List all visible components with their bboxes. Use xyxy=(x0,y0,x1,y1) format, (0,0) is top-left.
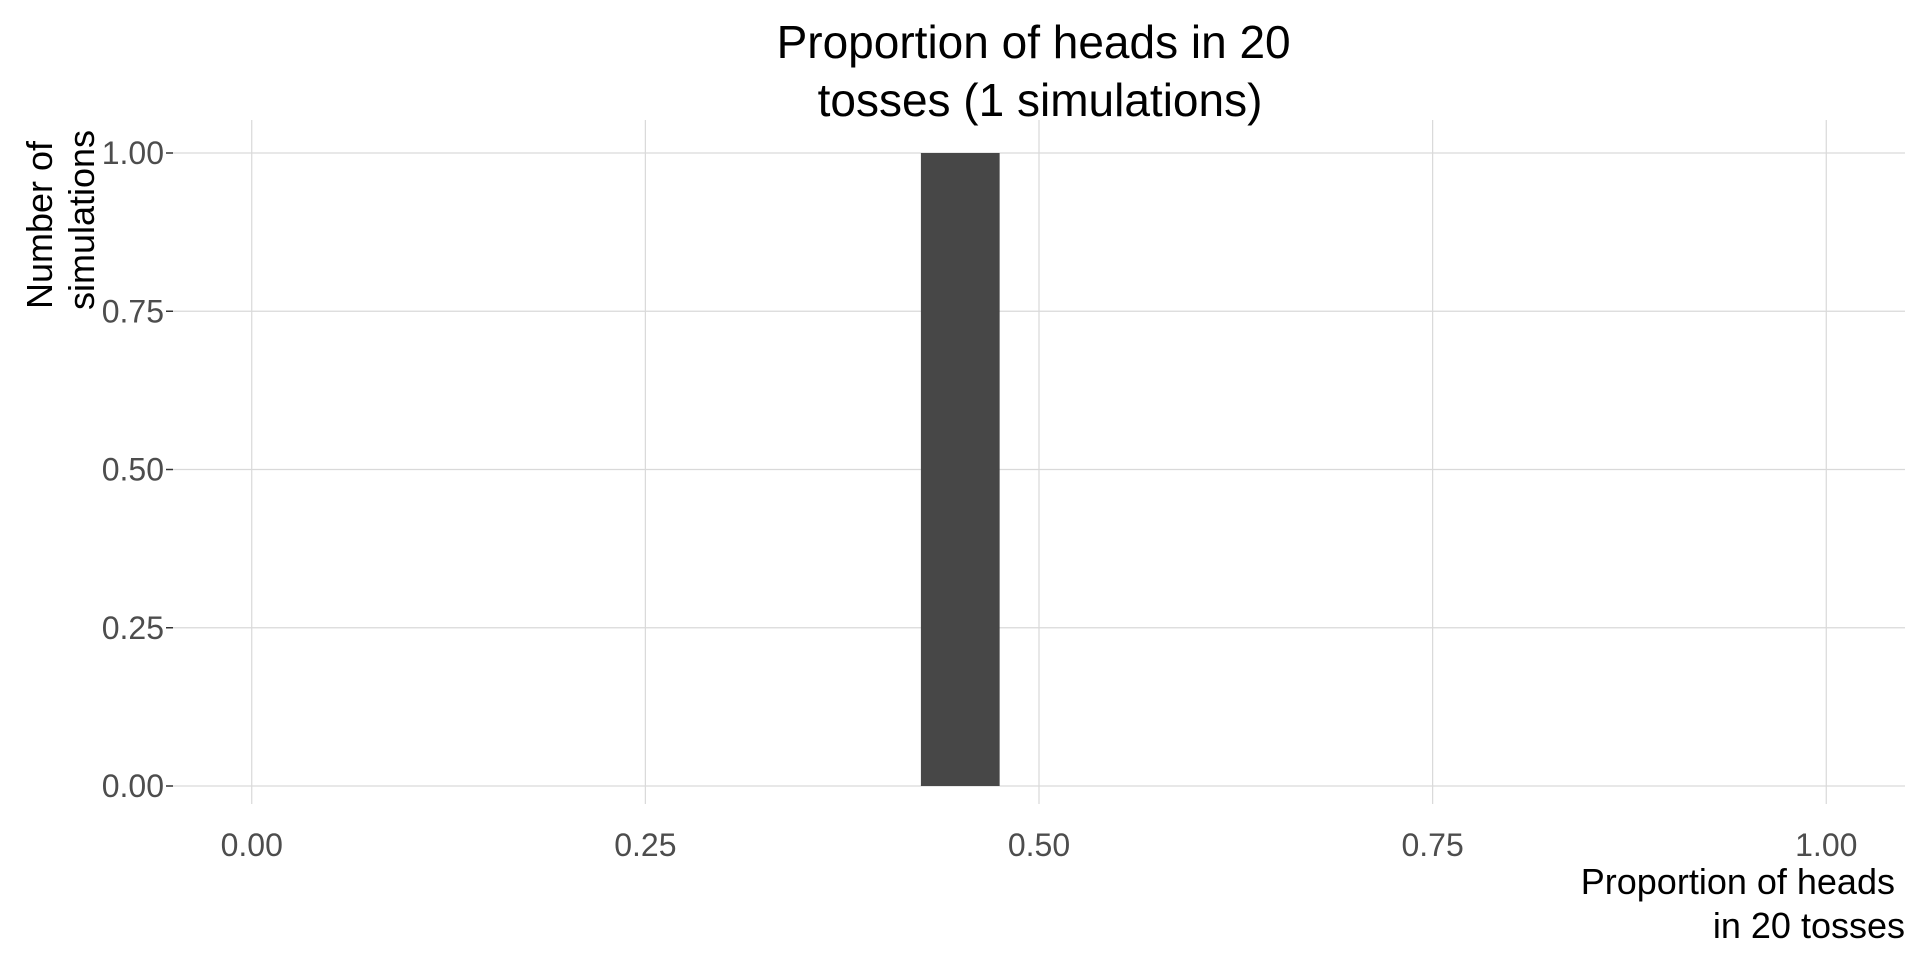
x-tick-label-1: 0.25 xyxy=(614,827,676,863)
x-axis-ticks: 0.00 0.25 0.50 0.75 1.00 xyxy=(221,827,1858,863)
y-tick-label-3: 0.75 xyxy=(102,293,164,329)
y-tick-label-1: 0.25 xyxy=(102,610,164,646)
y-axis-ticks: 0.00 0.25 0.50 0.75 1.00 xyxy=(102,135,173,804)
x-tick-label-0: 0.00 xyxy=(221,827,283,863)
y-axis-title-line-2: simulations xyxy=(61,130,102,310)
x-axis-title-line-1: Proportion of heads xyxy=(1581,861,1895,902)
y-tick-label-2: 0.50 xyxy=(102,452,164,488)
grid-lines xyxy=(173,120,1905,804)
chart-title-line-2: tosses (1 simulations) xyxy=(818,74,1263,126)
x-axis-title-line-2: in 20 tosses xyxy=(1713,905,1905,946)
histogram-bar-0 xyxy=(920,153,1000,786)
y-tick-label-4: 1.00 xyxy=(102,135,164,171)
histogram-bars xyxy=(920,153,1000,786)
y-axis-title-line-1: Number of xyxy=(19,140,60,309)
x-tick-label-2: 0.50 xyxy=(1008,827,1070,863)
x-axis-title: Proportion of heads in 20 tosses xyxy=(1581,861,1905,946)
chart-title-line-1: Proportion of heads in 20 xyxy=(777,16,1291,68)
x-tick-label-3: 0.75 xyxy=(1401,827,1463,863)
x-tick-label-4: 1.00 xyxy=(1795,827,1857,863)
y-axis-title: Number of simulations xyxy=(19,130,102,310)
chart-title: Proportion of heads in 20 tosses (1 simu… xyxy=(777,16,1304,126)
y-tick-label-0: 0.00 xyxy=(102,768,164,804)
